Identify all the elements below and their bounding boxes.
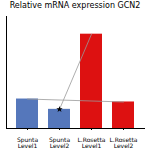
svg-text:SpuntaLevel1: SpuntaLevel1 [17, 136, 39, 148]
svg-text:L.RosettaLevel1: L.RosettaLevel1 [77, 136, 105, 148]
html-text:Relative mRNA expression GCN2: Relative mRNA expression GCN2 [9, 1, 141, 10]
svg-text:L.RosettaLevel2: L.RosettaLevel2 [109, 136, 137, 148]
svg-text:SpuntaLevel2: SpuntaLevel2 [49, 136, 71, 148]
